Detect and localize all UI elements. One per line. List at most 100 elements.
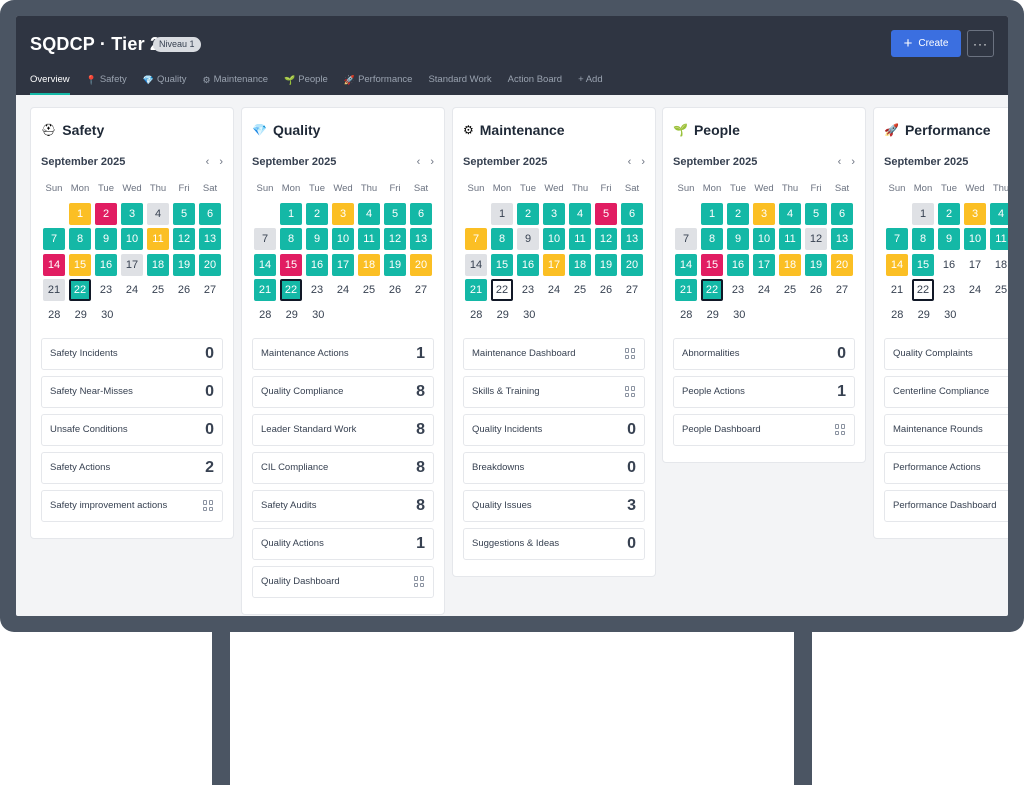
calendar-day[interactable]: 17 — [968, 258, 982, 271]
tab-add[interactable]: + Add — [578, 72, 603, 95]
calendar-day[interactable]: 21 — [890, 283, 904, 296]
calendar-day[interactable]: 9 — [306, 228, 328, 251]
calendar-day[interactable]: 30 — [312, 309, 325, 322]
metric-item[interactable]: CIL Compliance 8 — [252, 451, 434, 484]
calendar-day[interactable]: 26 — [599, 283, 613, 296]
calendar-day[interactable]: 30 — [944, 309, 957, 322]
calendar-day[interactable]: 8 — [701, 228, 723, 251]
calendar-day[interactable]: 20 — [199, 253, 221, 276]
tab-safety[interactable]: 📍 Safety — [86, 72, 127, 95]
card-title[interactable]: Safety — [62, 122, 105, 138]
calendar-day[interactable]: 1 — [280, 202, 302, 225]
chevron-right-icon[interactable]: › — [641, 156, 645, 168]
calendar-day[interactable]: 2 — [938, 202, 960, 225]
calendar-day[interactable]: 18 — [779, 253, 801, 276]
level-badge[interactable]: Niveau 1 — [153, 37, 201, 52]
calendar-day[interactable]: 3 — [964, 202, 986, 225]
calendar-day[interactable]: 6 — [410, 202, 432, 225]
calendar-day[interactable]: 21 — [675, 278, 697, 301]
calendar-day[interactable]: 5 — [384, 202, 406, 225]
calendar-day[interactable]: 25 — [573, 283, 587, 296]
calendar-day[interactable]: 2 — [727, 202, 749, 225]
calendar-day[interactable]: 30 — [523, 309, 536, 322]
tab-action-board[interactable]: Action Board — [508, 72, 562, 95]
calendar-day[interactable]: 7 — [675, 228, 697, 251]
calendar-day[interactable]: 1 — [912, 202, 934, 225]
calendar-day[interactable]: 24 — [968, 283, 982, 296]
calendar-day[interactable]: 11 — [990, 228, 1008, 251]
calendar-day[interactable]: 6 — [831, 202, 853, 225]
calendar-day[interactable]: 13 — [831, 228, 853, 251]
metric-item[interactable]: Quality Incidents 0 — [463, 413, 645, 446]
calendar-day[interactable]: 5 — [595, 202, 617, 225]
calendar-day[interactable]: 15 — [912, 253, 934, 276]
calendar-day[interactable]: 27 — [835, 283, 849, 296]
calendar-day[interactable]: 6 — [199, 202, 221, 225]
tab-maintenance[interactable]: ⚙ Maintenance — [203, 72, 268, 95]
metric-item[interactable]: Quality Complaints — [884, 337, 1008, 370]
calendar-day[interactable]: 16 — [306, 253, 328, 276]
calendar-day[interactable]: 17 — [543, 253, 565, 276]
calendar-day[interactable]: 8 — [69, 228, 91, 251]
metric-item[interactable]: Suggestions & Ideas 0 — [463, 527, 645, 560]
calendar-day[interactable]: 23 — [521, 283, 535, 296]
tab-performance[interactable]: 🚀 Performance — [344, 72, 413, 95]
card-title[interactable]: People — [693, 122, 740, 138]
calendar-day[interactable]: 29 — [706, 309, 719, 322]
calendar-day[interactable]: 10 — [964, 228, 986, 251]
metric-item[interactable]: Quality Actions 1 — [252, 527, 434, 560]
calendar-day[interactable]: 12 — [595, 228, 617, 251]
metric-item[interactable]: Breakdowns 0 — [463, 451, 645, 484]
calendar-day[interactable]: 6 — [621, 202, 643, 225]
calendar-day[interactable]: 14 — [43, 253, 65, 276]
calendar-day[interactable]: 25 — [783, 283, 797, 296]
tab-standard-work[interactable]: Standard Work — [428, 72, 491, 95]
calendar-day[interactable]: 28 — [891, 309, 904, 322]
calendar-day[interactable]: 25 — [362, 283, 376, 296]
calendar-day[interactable]: 22 — [491, 278, 513, 301]
calendar-day[interactable]: 18 — [147, 253, 169, 276]
calendar-day[interactable]: 22 — [69, 278, 91, 301]
calendar-day[interactable]: 17 — [753, 253, 775, 276]
calendar-day[interactable]: 19 — [595, 253, 617, 276]
calendar-day[interactable]: 12 — [384, 228, 406, 251]
create-button[interactable]: + Create — [891, 30, 961, 57]
calendar-day[interactable]: 7 — [254, 228, 276, 251]
calendar-day[interactable]: 16 — [517, 253, 539, 276]
calendar-day[interactable]: 29 — [917, 309, 930, 322]
calendar-day[interactable]: 5 — [805, 202, 827, 225]
calendar-day[interactable]: 3 — [753, 202, 775, 225]
calendar-day[interactable]: 20 — [621, 253, 643, 276]
calendar-day[interactable]: 11 — [358, 228, 380, 251]
calendar-day[interactable]: 17 — [332, 253, 354, 276]
calendar-day[interactable]: 1 — [69, 202, 91, 225]
calendar-day[interactable]: 12 — [805, 228, 827, 251]
calendar-day[interactable]: 18 — [358, 253, 380, 276]
tab-overview[interactable]: Overview — [30, 72, 70, 95]
calendar-day[interactable]: 23 — [731, 283, 745, 296]
calendar-day[interactable]: 23 — [310, 283, 324, 296]
chevron-left-icon[interactable]: ‹ — [205, 156, 210, 168]
calendar-day[interactable]: 20 — [410, 253, 432, 276]
metric-item[interactable]: People Actions 1 — [673, 375, 855, 408]
calendar-day[interactable]: 24 — [336, 283, 350, 296]
metric-item[interactable]: Unsafe Conditions 0 — [41, 413, 223, 446]
calendar-day[interactable]: 3 — [332, 202, 354, 225]
calendar-day[interactable]: 15 — [280, 253, 302, 276]
calendar-day[interactable]: 28 — [680, 309, 693, 322]
calendar-day[interactable]: 29 — [285, 309, 298, 322]
card-title[interactable]: Maintenance — [479, 122, 565, 138]
card-title[interactable]: Quality — [272, 122, 321, 138]
calendar-day[interactable]: 10 — [753, 228, 775, 251]
calendar-day[interactable]: 22 — [701, 278, 723, 301]
chevron-left-icon[interactable]: ‹ — [627, 156, 632, 168]
calendar-day[interactable]: 17 — [121, 253, 143, 276]
calendar-day[interactable]: 1 — [491, 202, 513, 225]
calendar-day[interactable]: 10 — [332, 228, 354, 251]
calendar-day[interactable]: 19 — [384, 253, 406, 276]
calendar-day[interactable]: 26 — [177, 283, 191, 296]
card-title[interactable]: Performance — [904, 122, 991, 138]
metric-item[interactable]: Maintenance Dashboard — [463, 337, 645, 370]
calendar-day[interactable]: 22 — [280, 278, 302, 301]
calendar-day[interactable]: 23 — [99, 283, 113, 296]
